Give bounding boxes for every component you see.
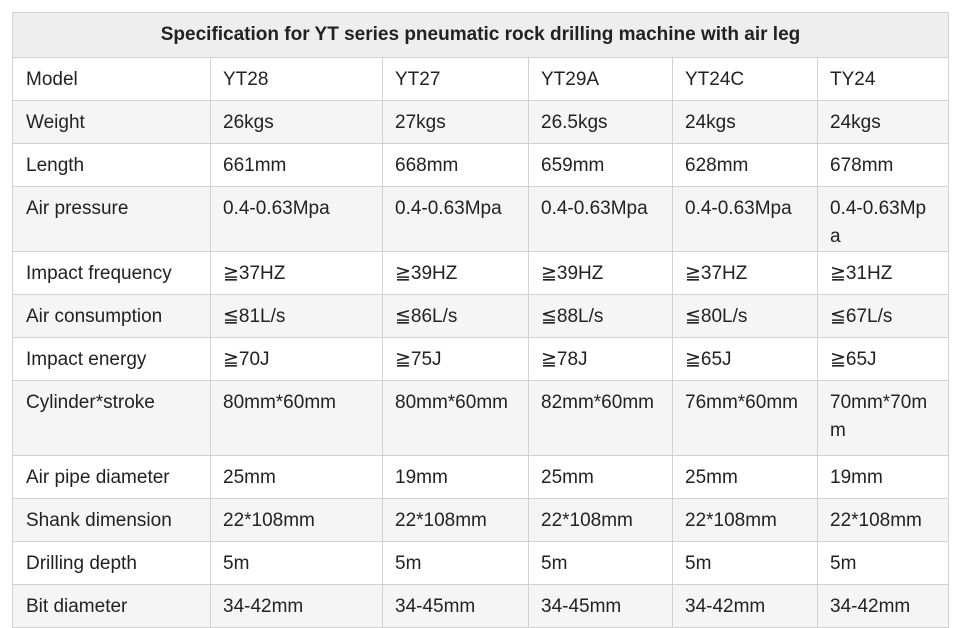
row-label: Model <box>12 57 211 101</box>
row-label: Air pressure <box>12 186 211 252</box>
table-cell: 22*108mm <box>382 498 529 542</box>
table-cell: 25mm <box>210 455 383 499</box>
table-cell: 34-42mm <box>210 584 383 628</box>
table-cell: 22*108mm <box>210 498 383 542</box>
table-cell: 25mm <box>672 455 818 499</box>
table-row: Length 661mm 668mm 659mm 628mm 678mm <box>12 143 949 187</box>
row-label: Air consumption <box>12 294 211 338</box>
table-cell: ≧37HZ <box>210 251 383 295</box>
table-row: Bit diameter 34-42mm 34-45mm 34-45mm 34-42mm… <box>12 584 949 628</box>
row-label: Drilling depth <box>12 541 211 585</box>
table-cell: 661mm <box>210 143 383 187</box>
table-cell: 24kgs <box>817 100 949 144</box>
table-cell: 25mm <box>528 455 673 499</box>
row-label: Bit diameter <box>12 584 211 628</box>
table-cell: 34-42mm <box>817 584 949 628</box>
table-cell: 5m <box>817 541 949 585</box>
row-label: Cylinder*stroke <box>12 380 211 456</box>
table-cell: ≧75J <box>382 337 529 381</box>
table-row: Air consumption ≦81L/s ≦86L/s ≦88L/s ≦80L/s ≦… <box>12 294 949 338</box>
table-cell: 70mm*70mm <box>817 380 949 456</box>
table-cell: 668mm <box>382 143 529 187</box>
table-cell: 26kgs <box>210 100 383 144</box>
table-cell: 22*108mm <box>817 498 949 542</box>
row-label: Impact energy <box>12 337 211 381</box>
table-cell: 0.4-0.63Mpa <box>817 186 949 252</box>
table-cell: 659mm <box>528 143 673 187</box>
table-row: Drilling depth 5m 5m 5m 5m 5m <box>12 541 949 585</box>
table-cell: 24kgs <box>672 100 818 144</box>
table-row: Model YT28 YT27 YT29A YT24C TY24 <box>12 57 949 101</box>
table-cell: ≧37HZ <box>672 251 818 295</box>
table-cell: YT28 <box>210 57 383 101</box>
table-row: Weight 26kgs 27kgs 26.5kgs 24kgs 24kgs <box>12 100 949 144</box>
table-cell: 0.4-0.63Mpa <box>528 186 673 252</box>
table-cell: 26.5kgs <box>528 100 673 144</box>
table-cell: 34-42mm <box>672 584 818 628</box>
row-label: Weight <box>12 100 211 144</box>
table-cell: 628mm <box>672 143 818 187</box>
table-cell: ≧65J <box>672 337 818 381</box>
table-cell: 0.4-0.63Mpa <box>210 186 383 252</box>
table-cell: YT27 <box>382 57 529 101</box>
table-cell: ≦86L/s <box>382 294 529 338</box>
table-body: Model YT28 YT27 YT29A YT24C TY24 Weight 26kgs 27… <box>12 57 949 628</box>
table-cell: 27kgs <box>382 100 529 144</box>
table-cell: TY24 <box>817 57 949 101</box>
table-cell: ≦67L/s <box>817 294 949 338</box>
table-cell: 5m <box>210 541 383 585</box>
table-cell: 22*108mm <box>672 498 818 542</box>
table-cell: ≦88L/s <box>528 294 673 338</box>
row-label: Shank dimension <box>12 498 211 542</box>
table-cell: ≧39HZ <box>528 251 673 295</box>
table-cell: ≧39HZ <box>382 251 529 295</box>
table-row: Cylinder*stroke 80mm*60mm 80mm*60mm 82mm*60… <box>12 380 949 456</box>
table-row: Shank dimension 22*108mm 22*108mm 22*108mm 2… <box>12 498 949 542</box>
table-cell: 76mm*60mm <box>672 380 818 456</box>
table-cell: ≧70J <box>210 337 383 381</box>
table-row: Impact frequency ≧37HZ ≧39HZ ≧39HZ ≧37HZ ≧31H… <box>12 251 949 295</box>
table-cell: 5m <box>382 541 529 585</box>
table-row: Air pressure 0.4-0.63Mpa 0.4-0.63Mpa 0.4-0.… <box>12 186 949 252</box>
table-cell: ≦80L/s <box>672 294 818 338</box>
table-cell: ≧78J <box>528 337 673 381</box>
table-cell: YT29A <box>528 57 673 101</box>
table-cell: 0.4-0.63Mpa <box>382 186 529 252</box>
table-cell: 22*108mm <box>528 498 673 542</box>
table-row: Impact energy ≧70J ≧75J ≧78J ≧65J ≧65J <box>12 337 949 381</box>
table-cell: 82mm*60mm <box>528 380 673 456</box>
table-cell: ≧65J <box>817 337 949 381</box>
table-cell: 0.4-0.63Mpa <box>672 186 818 252</box>
table-cell: 34-45mm <box>382 584 529 628</box>
spec-table: Specification for YT series pneumatic ro… <box>12 12 949 628</box>
row-label: Length <box>12 143 211 187</box>
table-cell: ≦81L/s <box>210 294 383 338</box>
table-cell: 19mm <box>817 455 949 499</box>
table-row: Air pipe diameter 25mm 19mm 25mm 25mm 19mm <box>12 455 949 499</box>
table-cell: 5m <box>672 541 818 585</box>
table-cell: 5m <box>528 541 673 585</box>
table-cell: 678mm <box>817 143 949 187</box>
table-cell: YT24C <box>672 57 818 101</box>
table-cell: ≧31HZ <box>817 251 949 295</box>
row-label: Air pipe diameter <box>12 455 211 499</box>
table-caption: Specification for YT series pneumatic ro… <box>12 12 949 58</box>
table-cell: 80mm*60mm <box>210 380 383 456</box>
spec-table-container: Specification for YT series pneumatic ro… <box>12 12 949 628</box>
row-label: Impact frequency <box>12 251 211 295</box>
table-cell: 34-45mm <box>528 584 673 628</box>
table-cell: 19mm <box>382 455 529 499</box>
table-cell: 80mm*60mm <box>382 380 529 456</box>
